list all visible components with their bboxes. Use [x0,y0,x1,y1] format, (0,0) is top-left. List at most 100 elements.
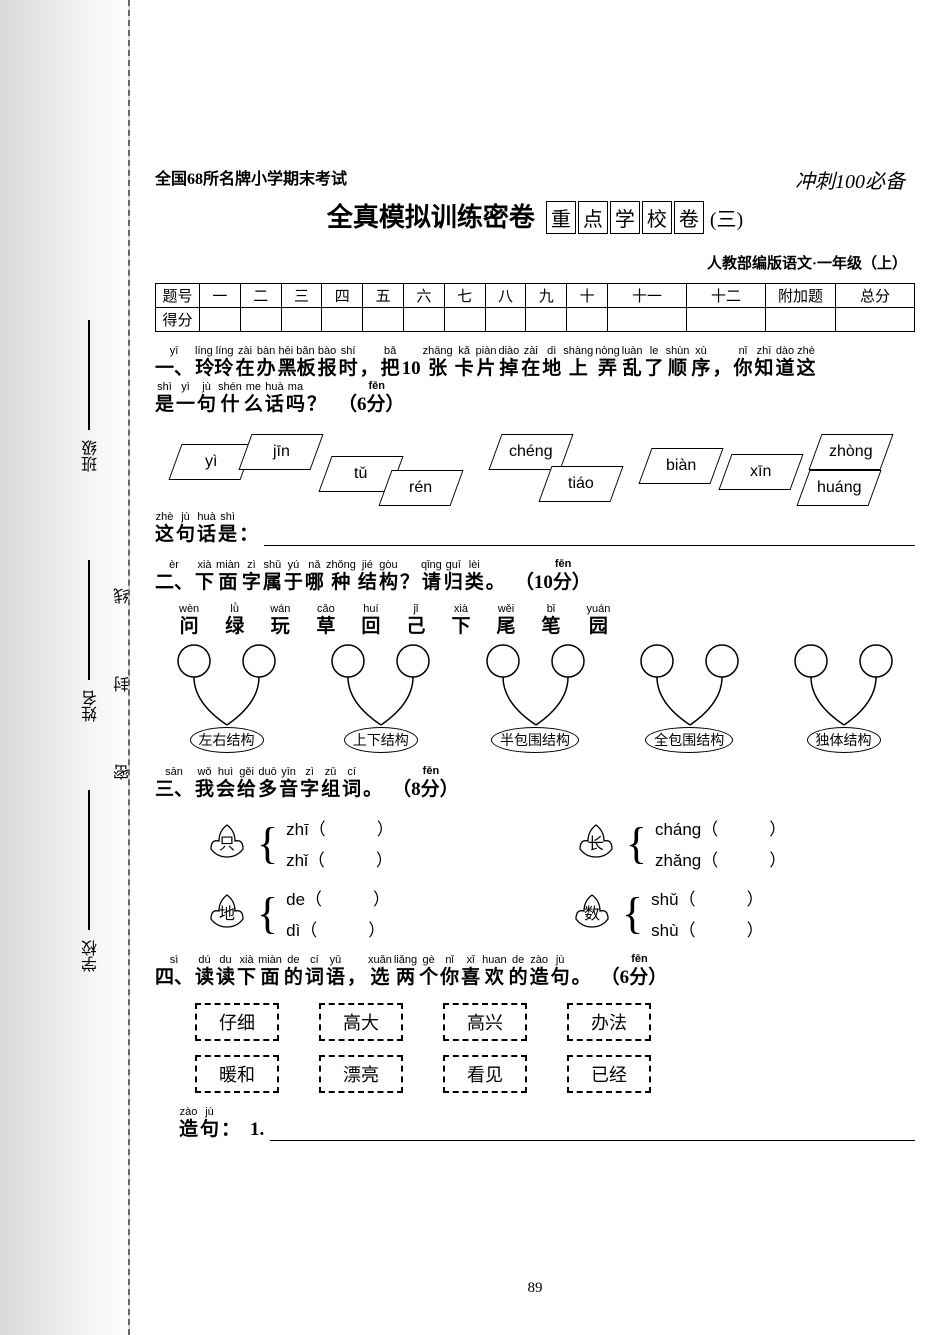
gutter-class-label: 班级 [80,440,104,472]
ruby-char: yì一 [176,382,195,416]
ruby-char: huí回 [361,604,380,638]
q4-points: （6fēn分） [601,962,668,989]
lotus-icon: 长 [574,821,618,865]
word-box: 仔细 [195,1003,279,1041]
word-box: 高兴 [443,1003,527,1041]
q2-points: （10fēn分） [515,567,591,594]
ruby-char: jù句 [200,1107,219,1141]
ruby-char: shàng上 [563,346,593,380]
ruby-char: me么 [244,382,263,416]
q2-char-list: wèn问lǜ绿wán玩cǎo草huí回jǐ己xià下wěi尾bǐ笔yuán园 [179,604,915,638]
ruby-char: èr二、 [155,560,193,594]
ruby-char: huà话 [265,382,284,416]
ruby-char: zǔ组 [321,767,340,801]
poly-unit-数: 数 { shǔ（ ） shù（ ） [570,885,764,941]
ruby-char: 。 [572,966,591,989]
card-zhòng: zhòng [808,434,893,470]
gutter-school-label: 学校 [80,940,104,972]
ruby-char: de的 [509,955,528,989]
q4-blank [270,1123,915,1141]
ruby-char: ？ [307,393,326,416]
pinyin-2: shù（ ） [651,916,763,941]
ruby-char: cí词 [342,767,361,801]
ruby-char: shén什 [218,382,242,416]
ruby-char: dì地 [542,346,561,380]
score-table: 题号 一 二 三 四 五 六 七 八 九 十 十一 十二 附加题 总分 得分 [155,283,915,332]
ruby-char: jù句 [197,382,216,416]
word-box: 办法 [567,1003,651,1041]
card-xīn: xīn [718,454,803,490]
ruby-char: lǜ绿 [225,604,244,638]
ruby-char: sān三、 [155,767,193,801]
ruby-char: de的 [284,955,303,989]
ruby-char: dú读 [195,955,214,989]
binding-gutter: 班级 姓名 学校 密 封 线 [0,0,130,1335]
ruby-char: zì字 [242,560,261,594]
card-tiáo: tiáo [538,466,623,502]
word-box: 暖和 [195,1055,279,1093]
q4-words-row2: 暖和漂亮看见已经 [195,1055,915,1093]
ruby-char: bàn办 [257,346,276,380]
ruby-char: huì会 [216,767,235,801]
ruby-char: xià下 [451,604,470,638]
pinyin-2: zhǐ（ ） [286,846,394,871]
ruby-char: shí时 [339,346,358,380]
ruby-char: zào造 [530,955,549,989]
ruby-char: liǎng两 [394,955,417,989]
ruby-char: xù序 [691,346,710,380]
ruby-char: zài在 [521,346,540,380]
ruby-char: shǔ属 [263,560,282,594]
ruby-char: kǎ卡 [455,346,474,380]
ruby-char: cí词 [305,955,324,989]
ruby-char: zào造 [179,1107,198,1141]
ruby-char: diào掉 [498,346,519,380]
ruby-char: nǐ你 [733,346,752,380]
ruby-char: zài在 [236,346,255,380]
gutter-school-line [88,790,90,930]
question-2: èr二、xià下miàn面zì字shǔ属yú于nǎ哪zhǒng种jié结gòu构… [155,560,915,754]
pinyin-2: zhǎng（ ） [655,846,786,871]
pinyin-1: zhī（ ） [286,815,394,840]
ruby-char: nǎ哪 [305,560,324,594]
score-value-row: 得分 [156,308,915,332]
q1-points: （6fēn分） [338,389,405,416]
ruby-char: gè个 [419,955,438,989]
ruby-char: gòu构 [379,560,398,594]
ruby-char: ： [239,523,258,546]
ruby-char: yuán园 [586,604,610,638]
page-number: 89 [528,1280,543,1297]
ruby-char: xià下 [195,560,214,594]
ruby-char: xià下 [237,955,256,989]
ruby-char: huà话 [197,512,216,546]
q4-sentence-line: zào造jù句：1. [179,1107,915,1141]
pinyin-1: cháng（ ） [655,815,786,840]
ruby-char: le了 [645,346,664,380]
card-huáng: huáng [796,470,881,506]
ruby-char: nòng弄 [595,346,619,380]
ruby-char: ， [360,357,379,380]
struct-label: 独体结构 [807,727,881,753]
ruby-char: miàn面 [216,560,240,594]
ruby-char: jù句 [176,512,195,546]
q4-sentence-num: 1. [250,1119,264,1141]
q1-card-row: yìjīntǔrénchéngtiáobiànxīnzhònghuáng [175,434,915,504]
brace-icon: { [622,894,643,934]
ruby-char: jié结 [358,560,377,594]
header-slogan: 冲刺100必备 [795,165,905,194]
card-biàn: biàn [638,448,723,484]
ruby-char: 。 [486,571,505,594]
ruby-char: lèi类 [465,560,484,594]
struct-group: 全包围结构 [622,643,757,753]
ruby-char: bǎ把 [381,346,400,380]
ruby-char: 。 [363,778,382,801]
struct-group: 半包围结构 [468,643,603,753]
word-box: 高大 [319,1003,403,1041]
ruby-char: nǐ你 [440,955,459,989]
ruby-char: shùn顺 [666,346,690,380]
q2-struct-row: 左右结构 上下结构 半包围结构 全包围结构 [159,643,911,753]
ruby-char: zhāng张 [423,346,453,380]
ruby-char: jù句 [551,955,570,989]
edition-label: 人教部编版语文·一年级（上） [155,252,907,273]
ruby-char: sì四、 [155,955,193,989]
score-value-label: 得分 [156,308,200,332]
